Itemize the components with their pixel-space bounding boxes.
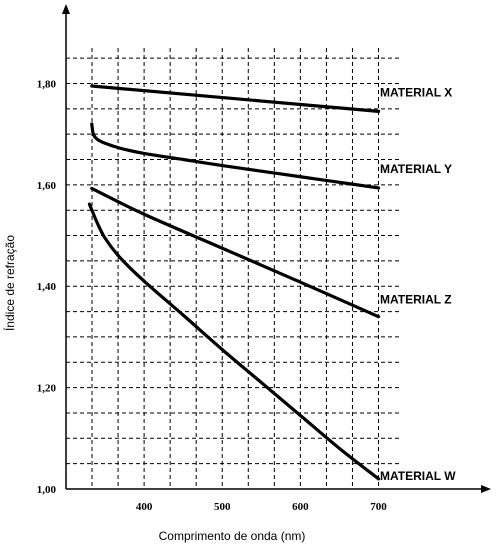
x-tick-label: 700 — [370, 501, 387, 513]
y-tick-label: 1,40 — [37, 281, 57, 293]
grid — [66, 48, 402, 490]
y-axis-label: Índice de refração — [2, 235, 17, 331]
series-line-material-x — [90, 84, 381, 113]
x-tick-label: 600 — [292, 501, 309, 513]
series-line-material-y — [90, 122, 381, 190]
y-tick-label: 1,80 — [37, 78, 57, 90]
series-lines — [87, 84, 381, 481]
series-label-material-y: MATERIAL Y — [380, 162, 452, 176]
y-tick-label: 1,20 — [37, 383, 57, 395]
x-axis-arrow-icon — [481, 485, 491, 493]
y-tick-label: 1,00 — [37, 484, 57, 496]
x-tick-label: 400 — [136, 501, 153, 513]
x-axis-label: Comprimento de onda (nm) — [159, 529, 306, 543]
series-label-material-z: MATERIAL Z — [380, 293, 452, 307]
x-tick-label: 500 — [214, 501, 231, 513]
series-line-material-z — [90, 186, 381, 319]
tick-labels: 400 500 600 700 1,00 1,20 1,40 1,60 1,80 — [37, 78, 388, 513]
y-tick-label: 1,60 — [37, 180, 57, 192]
axes — [62, 4, 491, 493]
series-labels: MATERIAL X MATERIAL Y MATERIAL Z MATERIAL W — [380, 85, 456, 483]
series-label-material-w: MATERIAL W — [380, 469, 456, 483]
series-line-material-w — [87, 202, 381, 481]
series-label-material-x: MATERIAL X — [380, 85, 452, 99]
y-axis-arrow-icon — [62, 4, 70, 14]
